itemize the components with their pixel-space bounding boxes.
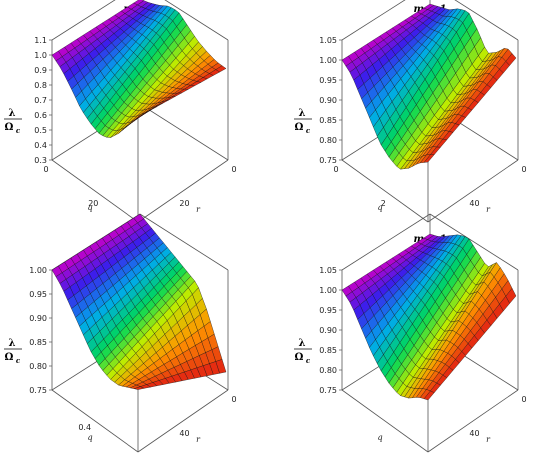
surface-patch (505, 53, 517, 66)
axis-edge (341, 389, 429, 453)
z-tick-label: 1.05 (319, 36, 337, 45)
r-tick-label: 40 (469, 429, 479, 438)
z-tick-label: 0.90 (319, 96, 337, 105)
z-label-denominator: Ω (5, 122, 14, 133)
axis-edge (427, 389, 519, 453)
z-tick-label: 0.85 (319, 346, 337, 355)
axis-edge (139, 213, 229, 271)
z-tick-label: 0.7 (34, 96, 47, 105)
z-label-subscript: c (306, 126, 311, 135)
q-tick-label: 20 (88, 199, 98, 208)
z-tick-label: 0.80 (319, 366, 337, 375)
z-tick-label: 0.95 (319, 76, 337, 85)
r-tick-label: 0 (521, 395, 526, 404)
chart-panel-4: m = 10.750.800.850.900.951.001.05λΩcq040… (294, 213, 527, 453)
z-label-subscript: c (306, 356, 311, 365)
r-axis-label: r (486, 435, 491, 444)
z-tick-label: 0.3 (34, 156, 47, 165)
z-tick-label: 0.85 (29, 338, 47, 347)
z-tick-label: 1.0 (34, 51, 47, 60)
z-tick-label: 0.90 (319, 326, 337, 335)
axis-edge (51, 0, 116, 41)
z-label-numerator: λ (298, 108, 305, 119)
q-axis-label: q (377, 203, 382, 212)
z-tick-label: 1.00 (319, 56, 337, 65)
surface-patch (505, 287, 517, 304)
q-tick-label: 0 (333, 165, 338, 174)
z-tick-label: 0.95 (29, 290, 47, 299)
surface-patch (215, 65, 227, 73)
z-tick-label: 0.5 (34, 126, 47, 135)
r-tick-label: 40 (469, 199, 479, 208)
z-tick-label: 0.90 (29, 314, 47, 323)
r-tick-label: 0 (231, 395, 236, 404)
z-label-numerator: λ (8, 108, 15, 119)
z-tick-label: 0.9 (34, 66, 47, 75)
r-axis-label: r (196, 205, 201, 214)
r-tick-label: 0 (521, 165, 526, 174)
z-label-subscript: c (16, 356, 21, 365)
axis-edge (164, 0, 229, 41)
r-tick-label: 0 (231, 165, 236, 174)
z-tick-label: 0.75 (319, 156, 337, 165)
axis-edge (429, 213, 519, 271)
surface-patch (215, 359, 227, 374)
q-axis-label: q (87, 433, 92, 442)
z-tick-label: 0.8 (34, 81, 47, 90)
z-axis-label: λΩ c (4, 108, 22, 135)
z-axis-label: λΩ c (4, 338, 22, 365)
z-tick-label: 0.75 (319, 386, 337, 395)
axis-edge (137, 389, 229, 453)
axis-edge (341, 159, 429, 223)
z-label-numerator: λ (298, 338, 305, 349)
r-axis-label: r (196, 435, 201, 444)
q-tick-label: 0.4 (78, 423, 91, 432)
q-axis-label: q (87, 203, 92, 212)
q-tick-label: 0 (43, 165, 48, 174)
chart-panel-2: m = 10.750.800.850.900.951.001.05λΩc02q0… (294, 0, 527, 223)
q-tick-label: 2 (381, 199, 386, 208)
z-tick-label: 0.85 (319, 116, 337, 125)
q-axis-label: q (377, 433, 382, 442)
z-label-denominator: Ω (295, 352, 304, 363)
axis-edge (454, 0, 519, 41)
z-tick-label: 0.95 (319, 306, 337, 315)
z-label-subscript: c (16, 126, 21, 135)
r-axis-label: r (486, 205, 491, 214)
z-axis-label: λΩ c (294, 338, 312, 365)
axis-edge (51, 159, 139, 223)
axis-edge (341, 0, 406, 41)
z-tick-label: 0.4 (34, 141, 47, 150)
axis-edge (427, 159, 519, 223)
z-tick-label: 0.80 (319, 136, 337, 145)
z-tick-label: 0.80 (29, 362, 47, 371)
z-label-denominator: Ω (295, 122, 304, 133)
r-tick-label: 20 (179, 199, 189, 208)
z-tick-label: 0.6 (34, 111, 47, 120)
z-tick-label: 1.00 (29, 266, 47, 275)
z-tick-label: 0.75 (29, 386, 47, 395)
z-tick-label: 1.05 (319, 266, 337, 275)
axis-edge (139, 103, 229, 161)
z-axis-label: λΩ c (294, 108, 312, 135)
r-tick-label: 40 (179, 429, 189, 438)
axis-edge (51, 389, 139, 453)
z-label-denominator: Ω (5, 352, 14, 363)
axis-edge (137, 159, 229, 223)
z-tick-label: 1.00 (319, 286, 337, 295)
z-label-numerator: λ (8, 338, 15, 349)
axis-edge (341, 213, 431, 271)
chart-panel-1: m = 10.30.40.50.60.70.80.91.01.1λΩc020q0… (4, 0, 237, 223)
z-tick-label: 1.1 (34, 36, 47, 45)
